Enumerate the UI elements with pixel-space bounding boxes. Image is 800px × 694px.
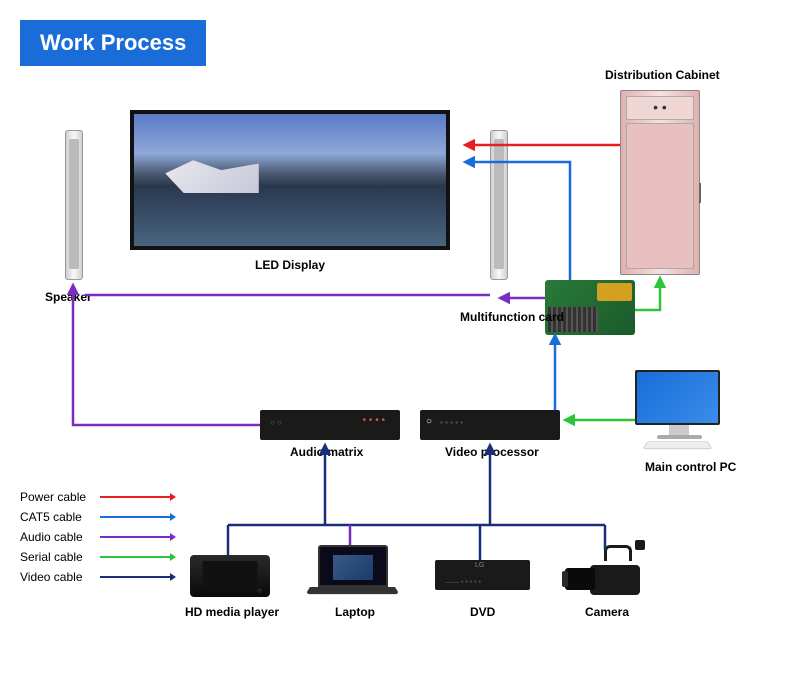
- label-cabinet: Distribution Cabinet: [605, 68, 720, 82]
- camera: [565, 545, 650, 595]
- legend-serial: Serial cable: [20, 550, 170, 564]
- legend-video: Video cable: [20, 570, 170, 584]
- label-pc: Main control PC: [645, 460, 736, 474]
- label-speaker: Speaker: [45, 290, 92, 304]
- audio-matrix: [260, 410, 400, 440]
- led-display: [130, 110, 450, 250]
- legend: Power cable CAT5 cable Audio cable Seria…: [20, 490, 170, 590]
- legend-cat5: CAT5 cable: [20, 510, 170, 524]
- laptop: [310, 545, 395, 600]
- multifunction-card: [545, 280, 635, 335]
- label-mediaplayer: HD media player: [185, 605, 279, 619]
- label-mfcard: Multifunction card: [460, 310, 564, 324]
- video-processor: [420, 410, 560, 440]
- label-videoproc: Video processor: [445, 445, 539, 459]
- label-camera: Camera: [585, 605, 629, 619]
- hd-media-player: [190, 555, 270, 597]
- label-audiomatrix: Audio matrix: [290, 445, 363, 459]
- title-banner: Work Process: [20, 20, 206, 66]
- label-led: LED Display: [255, 258, 325, 272]
- label-laptop: Laptop: [335, 605, 375, 619]
- main-control-pc: [635, 370, 735, 445]
- label-dvd: DVD: [470, 605, 495, 619]
- legend-audio: Audio cable: [20, 530, 170, 544]
- dvd-player: [435, 560, 530, 590]
- speaker-right: [490, 130, 508, 280]
- legend-power: Power cable: [20, 490, 170, 504]
- speaker-left: [65, 130, 83, 280]
- distribution-cabinet: [620, 90, 700, 275]
